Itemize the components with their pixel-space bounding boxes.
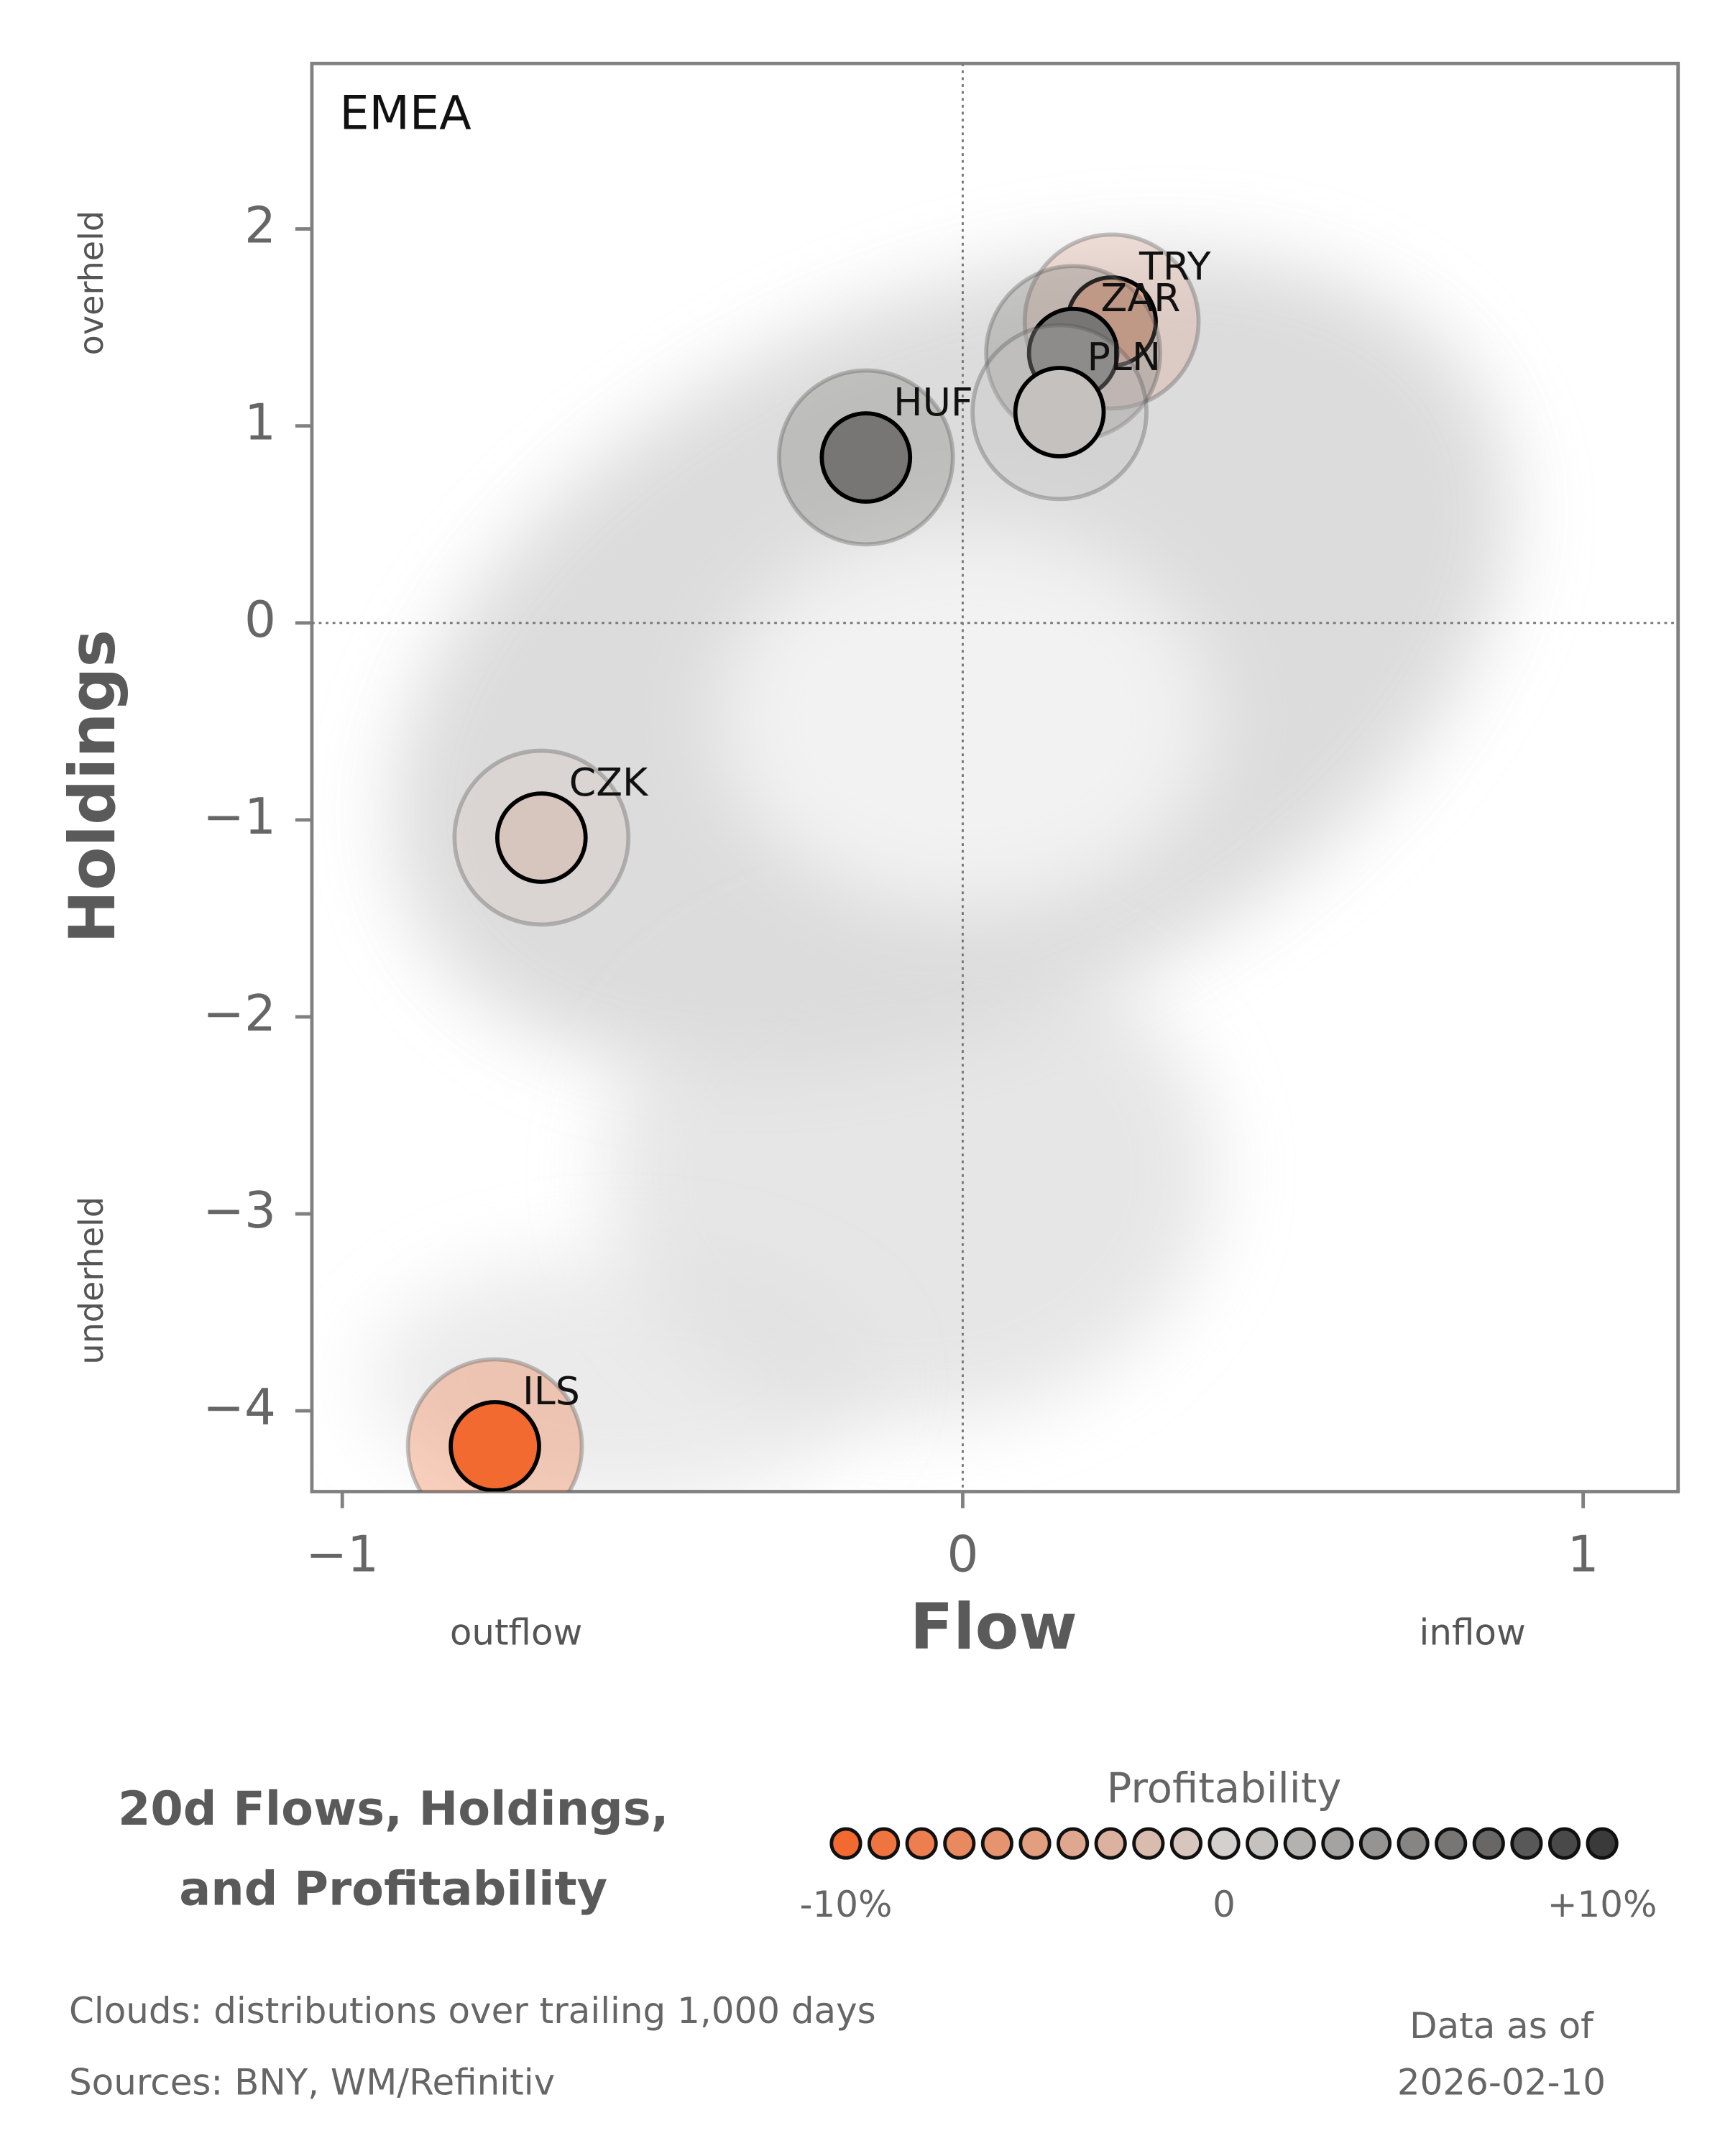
colorbar-title: Profitability: [1107, 1764, 1342, 1812]
colorbar-swatch: [1510, 1827, 1543, 1860]
colorbar-swatch: [943, 1827, 976, 1860]
colorbar-swatch: [1472, 1827, 1505, 1860]
point-label: TRY: [1138, 244, 1211, 289]
as-of-label: Data as of: [1409, 2005, 1594, 2047]
colorbar-tick-label: +10%: [1547, 1884, 1657, 1925]
point-label: HUF: [893, 379, 973, 425]
cloud-background: [372, 252, 1512, 1492]
plot-frame: [310, 61, 1680, 1493]
points: [405, 232, 1201, 1492]
x-axis-label: Flow: [910, 1590, 1077, 1664]
colorbar-tick-label: -10%: [799, 1884, 892, 1925]
colorbar-swatch: [905, 1827, 938, 1860]
point: [494, 791, 588, 884]
colorbar-swatch: [980, 1827, 1013, 1860]
colorbar-swatch: [868, 1827, 901, 1860]
point-label: ILS: [523, 1368, 580, 1414]
colorbar-swatch: [1283, 1827, 1316, 1860]
y-tick-label: 2: [244, 198, 276, 255]
x-tick-label: 1: [1568, 1526, 1599, 1584]
colorbar-swatch: [1208, 1827, 1241, 1860]
point: [448, 1400, 541, 1492]
colorbar-swatch: [1246, 1827, 1279, 1860]
colorbar-swatch: [1169, 1827, 1202, 1860]
zero-lines: [311, 63, 1678, 1492]
panel-label: EMEA: [339, 86, 472, 140]
colorbar-swatch: [1547, 1827, 1581, 1860]
colorbar-swatch: [1094, 1827, 1127, 1860]
y-high-label: overheld: [72, 211, 111, 356]
colorbar-swatch: [1397, 1827, 1430, 1860]
point-label: PLN: [1087, 334, 1161, 379]
colorbar-swatch: [1018, 1827, 1052, 1860]
y-low-label: underheld: [72, 1197, 111, 1365]
y-tick-label: −1: [203, 788, 276, 846]
footnote: Sources: BNY, WM/Refinitiv: [69, 2062, 555, 2104]
point: [819, 411, 913, 504]
colorbar-swatch: [1586, 1827, 1619, 1860]
colorbar-swatch: [1132, 1827, 1165, 1860]
x-tick-label: 0: [947, 1526, 978, 1584]
y-tick-label: 1: [244, 395, 276, 452]
point-label: ZAR: [1100, 275, 1180, 321]
chart-title: and Profitability: [179, 1861, 607, 1916]
y-tick-label: 0: [244, 591, 276, 649]
chart-title: 20d Flows, Holdings,: [118, 1782, 668, 1836]
colorbar-swatch: [1358, 1827, 1392, 1860]
x-low-label: outflow: [450, 1612, 583, 1654]
point: [1013, 366, 1106, 459]
colorbar-tick-label: 0: [1213, 1884, 1236, 1925]
y-tick-label: −4: [203, 1379, 276, 1437]
colorbar-swatch: [1321, 1827, 1354, 1860]
colorbar-swatch: [1435, 1827, 1468, 1860]
y-axis-label: Holdings: [55, 630, 129, 944]
y-tick-label: −2: [203, 985, 276, 1043]
as-of-date: 2026-02-10: [1397, 2062, 1606, 2104]
colorbar-swatch: [829, 1827, 862, 1860]
y-tick-label: −3: [203, 1182, 276, 1240]
point-label: CZK: [569, 760, 649, 805]
x-tick-label: −1: [305, 1526, 379, 1584]
colorbar-swatch: [1057, 1827, 1090, 1860]
x-high-label: inflow: [1419, 1612, 1525, 1654]
footnote: Clouds: distributions over trailing 1,00…: [69, 1990, 876, 2032]
